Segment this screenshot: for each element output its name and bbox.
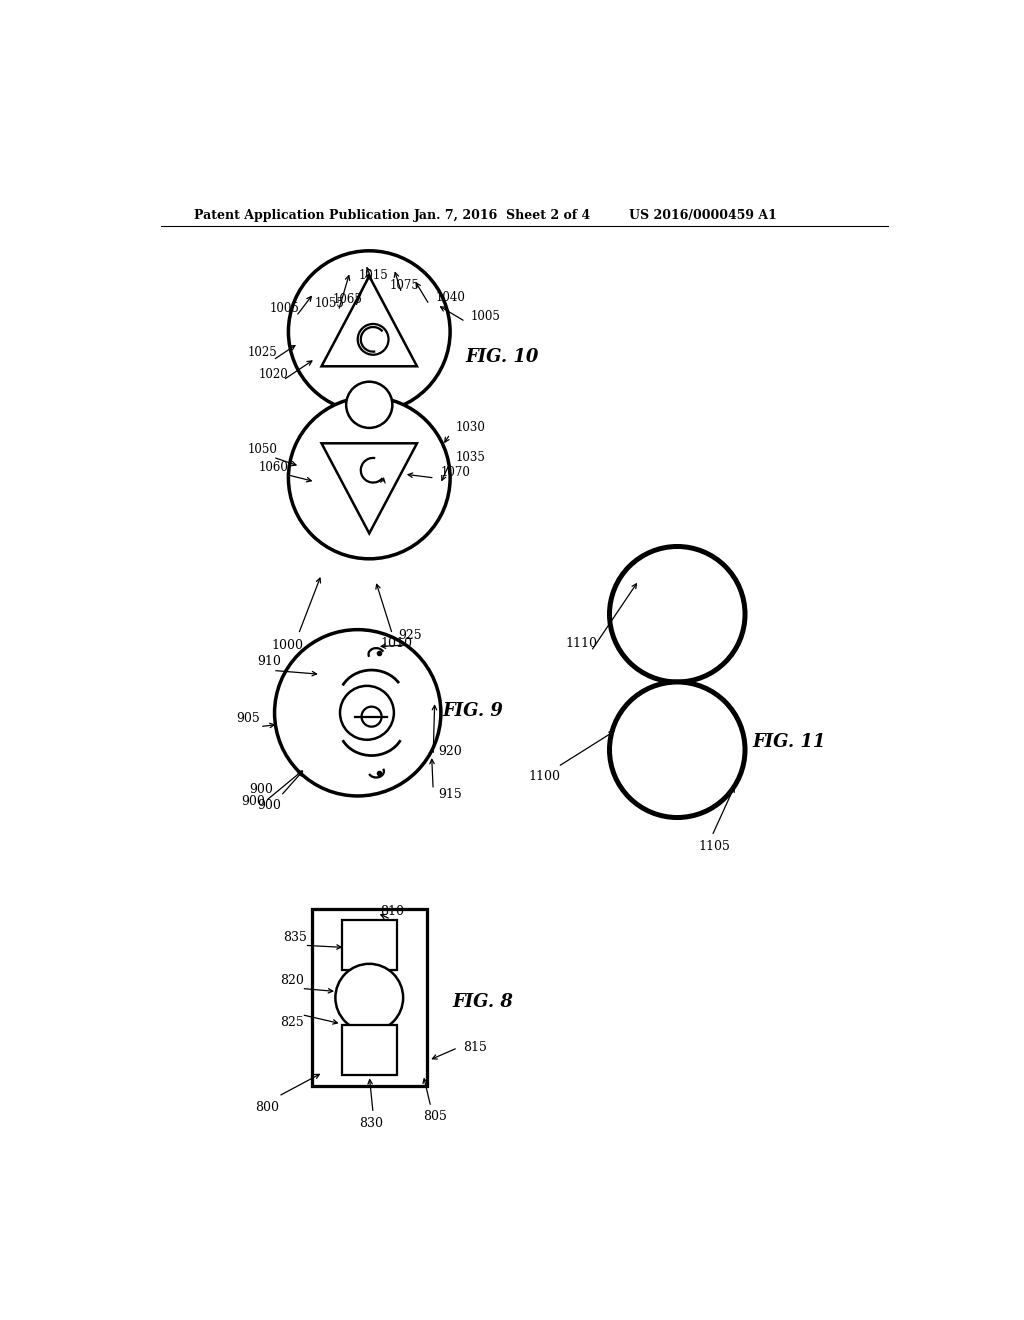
Circle shape xyxy=(274,630,441,796)
Text: 925: 925 xyxy=(398,630,422,643)
Text: Jan. 7, 2016: Jan. 7, 2016 xyxy=(414,209,498,222)
Polygon shape xyxy=(322,444,417,533)
Text: Sheet 2 of 4: Sheet 2 of 4 xyxy=(506,209,590,222)
Circle shape xyxy=(361,706,382,726)
Circle shape xyxy=(346,381,392,428)
Text: 1000: 1000 xyxy=(271,639,304,652)
Text: 900: 900 xyxy=(242,795,265,808)
Text: 805: 805 xyxy=(424,1110,447,1123)
Text: 910: 910 xyxy=(257,655,282,668)
Text: 835: 835 xyxy=(284,931,307,944)
Text: 1030: 1030 xyxy=(456,421,485,434)
Circle shape xyxy=(336,964,403,1032)
Bar xyxy=(342,920,397,970)
Text: 1025: 1025 xyxy=(248,346,278,359)
Text: FIG. 8: FIG. 8 xyxy=(453,993,513,1011)
Text: FIG. 11: FIG. 11 xyxy=(753,733,826,751)
Text: FIG. 9: FIG. 9 xyxy=(442,702,503,721)
Text: 1070: 1070 xyxy=(441,466,471,479)
Text: 830: 830 xyxy=(359,1117,384,1130)
Text: 1110: 1110 xyxy=(565,638,597,649)
Text: 915: 915 xyxy=(438,788,462,801)
Text: 1100: 1100 xyxy=(528,770,561,783)
Text: US 2016/0000459 A1: US 2016/0000459 A1 xyxy=(629,209,776,222)
Text: 900: 900 xyxy=(257,799,282,812)
Text: 1105: 1105 xyxy=(698,840,730,853)
Bar xyxy=(342,1026,397,1076)
Text: 1040: 1040 xyxy=(435,290,465,304)
Text: 810: 810 xyxy=(380,906,404,917)
Text: 1020: 1020 xyxy=(258,367,288,380)
Circle shape xyxy=(340,686,394,739)
Text: FIG. 10: FIG. 10 xyxy=(466,348,539,366)
Text: 1005: 1005 xyxy=(471,310,501,323)
Text: 1055: 1055 xyxy=(314,297,344,310)
Text: 820: 820 xyxy=(281,974,304,987)
Circle shape xyxy=(357,323,388,355)
Text: 920: 920 xyxy=(438,744,462,758)
Text: 1075: 1075 xyxy=(390,279,420,292)
Text: 1015: 1015 xyxy=(358,269,388,282)
Text: Patent Application Publication: Patent Application Publication xyxy=(194,209,410,222)
Text: 1060: 1060 xyxy=(259,462,289,474)
Text: 815: 815 xyxy=(463,1041,487,1055)
Circle shape xyxy=(289,397,451,558)
Bar xyxy=(311,909,427,1086)
Circle shape xyxy=(289,251,451,413)
Text: 1005: 1005 xyxy=(269,302,299,315)
Text: 825: 825 xyxy=(281,1016,304,1028)
Circle shape xyxy=(609,546,745,682)
Text: 800: 800 xyxy=(256,1101,280,1114)
Text: 1035: 1035 xyxy=(456,450,485,463)
Text: 1065: 1065 xyxy=(333,293,362,306)
Text: 905: 905 xyxy=(237,713,260,726)
Text: 1050: 1050 xyxy=(248,444,278,455)
Text: 1010: 1010 xyxy=(380,638,413,649)
Polygon shape xyxy=(322,276,417,367)
Text: 900: 900 xyxy=(250,783,273,796)
Circle shape xyxy=(609,682,745,817)
